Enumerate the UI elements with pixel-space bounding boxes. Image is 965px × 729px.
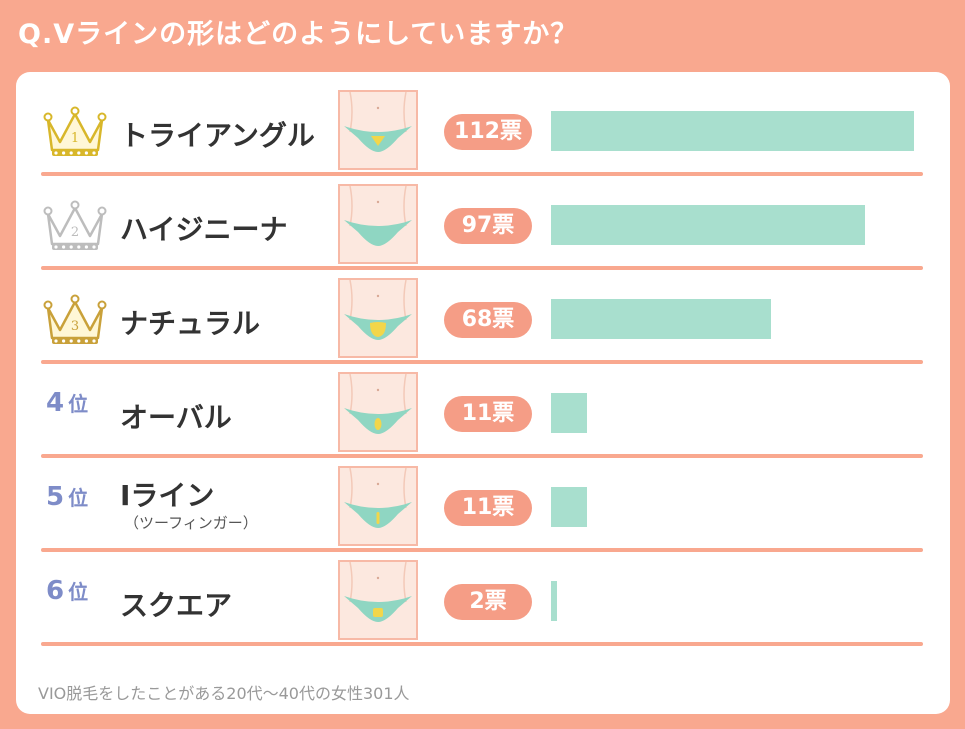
vline-illustration [338, 278, 418, 358]
value-label: 68票 [444, 302, 532, 338]
value-label: 112票 [444, 114, 532, 150]
rank-number: 6 [46, 576, 65, 606]
value-label: 11票 [444, 396, 532, 432]
category-sublabel: （ツーフィンガー） [124, 514, 258, 532]
category-label: Iライン [120, 479, 215, 512]
row-divider [41, 454, 923, 458]
rank-suffix: 位 [68, 392, 89, 416]
vline-illustration [338, 560, 418, 640]
chart-row: 5 位 （ツーフィンガー） Iライン 11票 [16, 454, 950, 552]
survey-title: Q.Vラインの形はどのようにしていますか？ [18, 19, 579, 50]
survey-footnote: VIO脱毛をしたことがある20代〜40代の女性301人 [38, 684, 410, 703]
category-label: ハイジニーナ [120, 213, 288, 246]
results-card: 1 トライアングル 112票 2 ハイジニーナ 97票 3 ナチュラル 68票 4 位オーバル 11票… [16, 72, 950, 714]
hair-shape [373, 608, 383, 617]
value-label: 2票 [444, 584, 532, 620]
hair-shape [374, 418, 382, 430]
crown-number: 2 [71, 225, 79, 240]
rank-number: 5 [46, 482, 65, 512]
value-label: 97票 [444, 208, 532, 244]
bar [551, 581, 558, 621]
hair-shape [376, 512, 380, 524]
crown-number: 3 [71, 319, 79, 334]
vline-illustration [338, 90, 418, 170]
crown-silver-icon: 2 [42, 194, 108, 254]
vline-illustration [338, 184, 418, 264]
hair-shape [371, 136, 385, 146]
category-label: トライアングル [120, 119, 315, 152]
row-divider [41, 360, 923, 364]
row-divider [41, 642, 923, 646]
category-label: スクエア [120, 589, 233, 622]
category-label: オーバル [120, 401, 232, 434]
chart-row: 6 位 スクエア 2票 [16, 548, 950, 646]
vline-illustration [338, 466, 418, 546]
hair-shape [370, 322, 386, 337]
chart-row: 3 ナチュラル 68票 [16, 266, 950, 364]
rank-suffix: 位 [68, 580, 89, 604]
row-divider [41, 266, 923, 270]
bar [551, 299, 772, 339]
bar [551, 393, 587, 433]
value-label: 11票 [444, 490, 532, 526]
row-divider [41, 548, 923, 552]
vline-illustration [338, 372, 418, 452]
crown-number: 1 [71, 131, 79, 146]
bar [551, 205, 866, 245]
category-label: ナチュラル [120, 307, 261, 340]
chart-row: 1 トライアングル 112票 [16, 78, 950, 176]
crown-bronze-icon: 3 [42, 288, 108, 348]
bar [551, 111, 914, 151]
crown-gold-icon: 1 [42, 100, 108, 160]
row-divider [41, 172, 923, 176]
rank-number: 4 [46, 388, 65, 418]
swimsuit-shape [344, 220, 412, 246]
bar [551, 487, 587, 527]
rank-suffix: 位 [68, 486, 89, 510]
chart-row: 4 位 オーバル 11票 [16, 360, 950, 458]
chart-row: 2 ハイジニーナ 97票 [16, 172, 950, 270]
